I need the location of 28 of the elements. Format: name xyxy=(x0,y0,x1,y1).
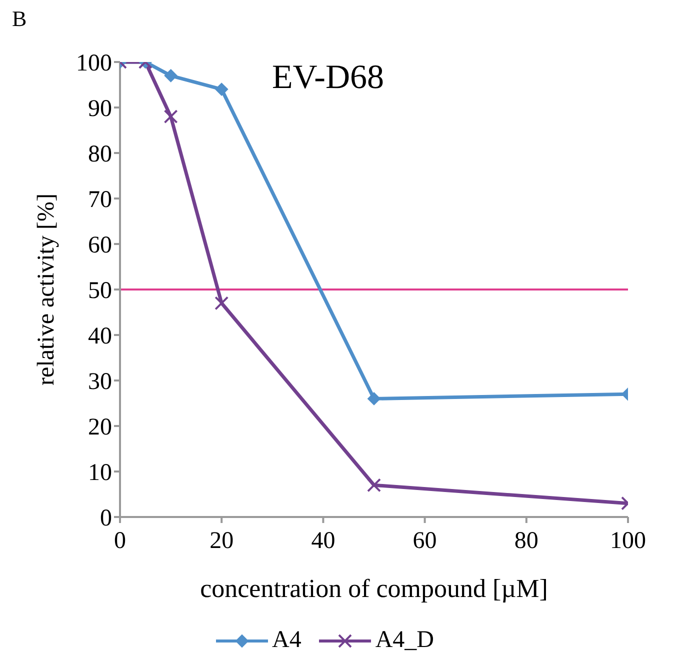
y-tick-label: 80 xyxy=(88,142,112,168)
chart-title: EV-D68 xyxy=(272,59,384,97)
point xyxy=(368,392,380,406)
point xyxy=(367,478,381,492)
x-tick-label: 40 xyxy=(311,528,336,554)
y-tick-label: 20 xyxy=(88,414,112,441)
y-axis-title: relative activity [%] xyxy=(34,194,60,386)
x-tick-label: 100 xyxy=(610,528,646,554)
y-tick-label: 60 xyxy=(88,232,112,259)
y-tick-label: 10 xyxy=(88,460,112,486)
x-axis-title: concentration of compound [µM] xyxy=(200,574,548,603)
y-tick-label: 0 xyxy=(100,506,112,532)
y-tick-label: 40 xyxy=(88,324,112,350)
y-tick-label: 90 xyxy=(88,96,112,122)
point xyxy=(215,82,228,96)
text: B xyxy=(12,6,27,32)
point xyxy=(214,296,229,310)
legend-label: A4 xyxy=(272,627,302,654)
y-tick-label: 70 xyxy=(88,187,112,214)
y-tick-label: 100 xyxy=(76,50,112,77)
x-tick-label: 80 xyxy=(514,528,538,554)
x-tick-label: 20 xyxy=(210,528,234,554)
x-tick-label: 60 xyxy=(412,528,437,554)
y-tick-label: 50 xyxy=(88,278,112,304)
point xyxy=(164,69,178,82)
point xyxy=(164,110,178,124)
y-tick-label: 30 xyxy=(88,369,112,396)
legend-label: A4_D xyxy=(375,627,434,654)
